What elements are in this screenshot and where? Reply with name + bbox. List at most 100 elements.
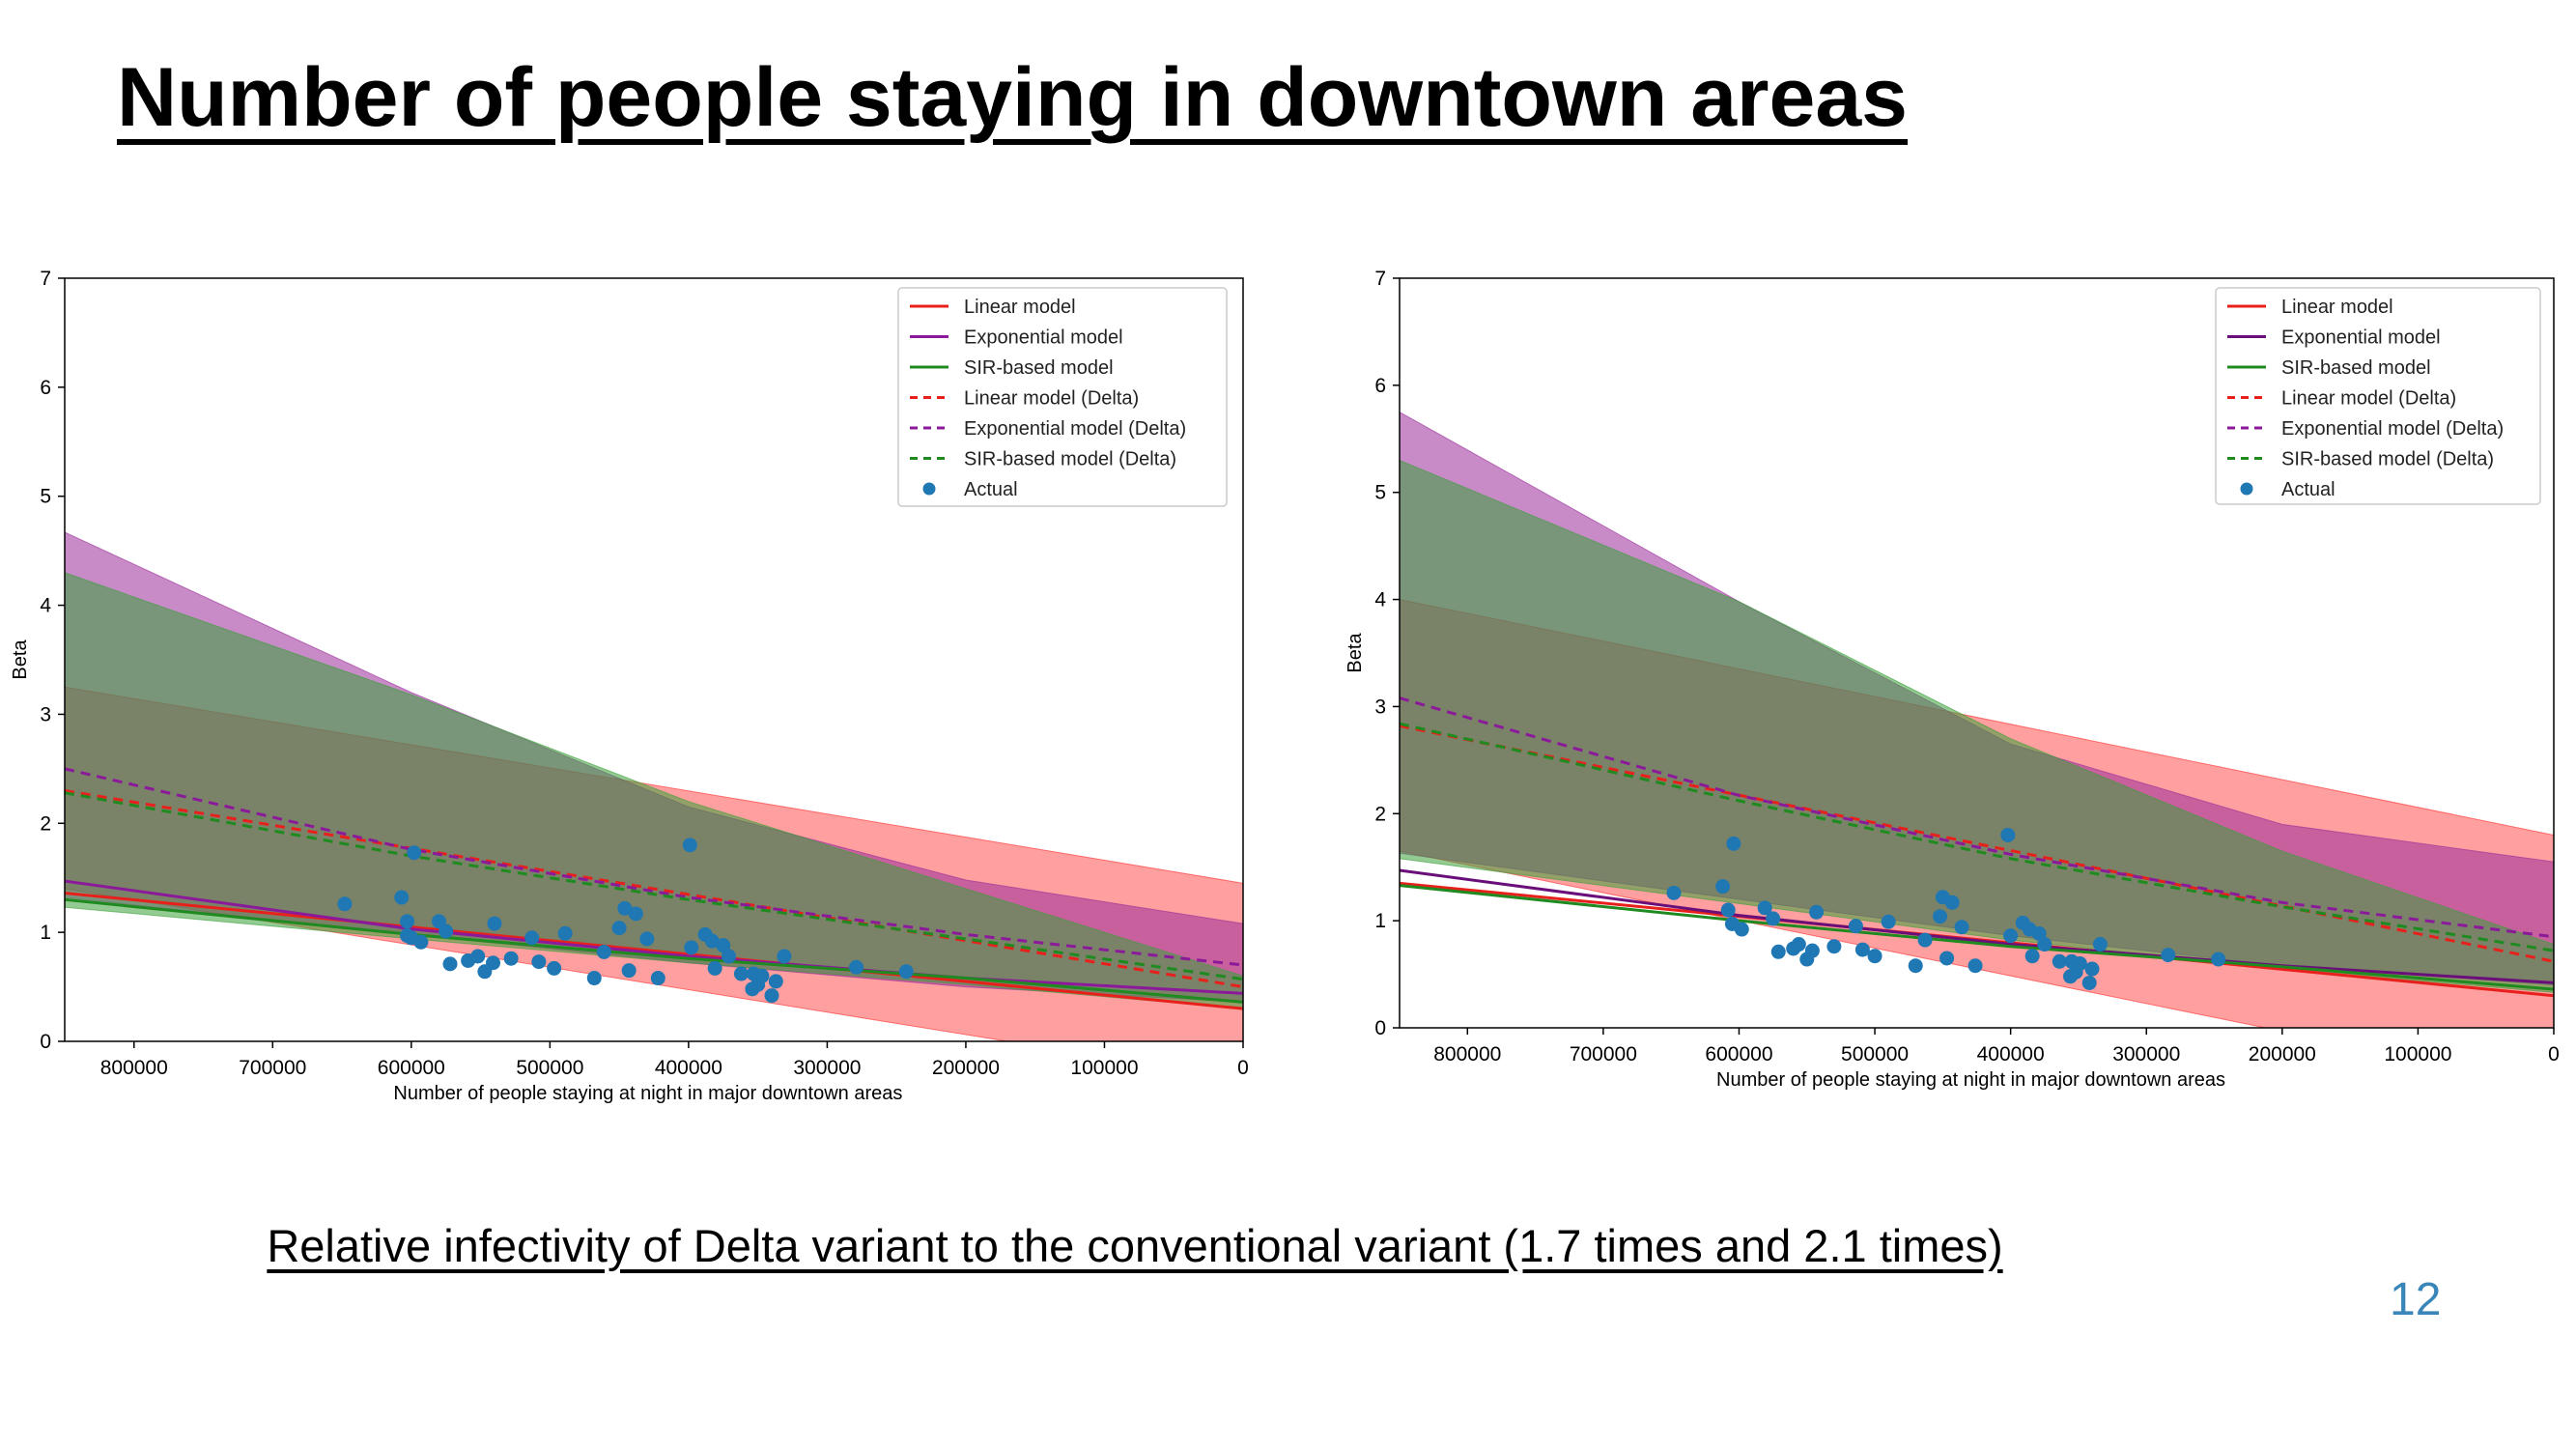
data-point-40	[764, 988, 779, 1004]
legend-label-actual: Actual	[964, 479, 1018, 500]
data-point-21	[1933, 909, 1948, 924]
data-point-43	[849, 959, 864, 975]
data-point-32	[707, 960, 722, 976]
data-point-43	[2211, 952, 2226, 967]
legend-swatch-actual	[2240, 482, 2253, 496]
data-point-22	[611, 921, 627, 936]
plot-frame	[1399, 277, 2555, 1029]
x-axis-label: Number of people staying at night in maj…	[1716, 1069, 2225, 1091]
data-point-41	[768, 974, 783, 989]
data-point-16	[1854, 942, 1870, 957]
data-point-14	[1826, 939, 1842, 954]
x-tick-label-2: 600000	[378, 1057, 445, 1079]
legend-label-0: Linear model	[964, 297, 1076, 318]
legend-label-4: Exponential model (Delta)	[964, 418, 1186, 440]
chart-right: 800000 700000 600000 500000 400000 300000 2000…	[1345, 268, 2560, 1091]
confidence-band-2	[1400, 459, 2554, 993]
data-point-29	[684, 940, 699, 955]
data-point-27	[2000, 827, 2016, 842]
series-line-2	[1400, 884, 2554, 991]
y-tick-label-6: 6	[1374, 375, 1386, 397]
chart-legend: Linear model Exponential model SIR-based m…	[897, 287, 1228, 507]
series-line-0	[65, 892, 1243, 1010]
data-point-20	[586, 971, 602, 986]
data-point-31	[704, 933, 720, 949]
y-tick-label-2: 2	[1374, 803, 1386, 825]
data-point-33	[2037, 937, 2052, 952]
data-point-1	[1715, 879, 1731, 895]
legend-label-5: SIR-based model (Delta)	[2281, 449, 2494, 470]
series-line-5	[1400, 722, 2554, 952]
x-tick-label-3: 500000	[516, 1057, 583, 1079]
data-point-1	[394, 890, 410, 905]
plot-area	[1400, 411, 2554, 1028]
data-point-5	[1734, 922, 1749, 937]
data-point-34	[722, 949, 737, 964]
data-point-44	[898, 964, 914, 980]
data-point-12	[1804, 943, 1820, 958]
legend-label-3: Linear model (Delta)	[2281, 388, 2456, 410]
y-tick-label-1: 1	[1374, 910, 1386, 932]
plot-area	[65, 531, 1243, 1041]
data-point-28	[2003, 928, 2019, 944]
data-point-39	[754, 968, 770, 983]
data-point-15	[503, 951, 519, 966]
series-line-3	[65, 788, 1243, 989]
data-point-15	[1848, 919, 1863, 934]
legend-label-1: Exponential model	[2281, 327, 2441, 349]
data-point-33	[716, 938, 731, 953]
legend-label-1: Exponential model	[964, 327, 1123, 349]
x-tick-label-4: 400000	[655, 1057, 722, 1079]
data-point-8	[1770, 944, 1786, 959]
data-point-41	[2092, 937, 2108, 952]
data-point-42	[777, 949, 792, 964]
data-point-0	[1666, 885, 1682, 900]
data-point-0	[337, 896, 353, 912]
confidence-band-2	[65, 572, 1243, 1009]
x-tick-label-8: 0	[1237, 1057, 1249, 1079]
chart-legend: Linear model Exponential model SIR-based m…	[2215, 287, 2541, 505]
legend-label-actual: Actual	[2281, 479, 2335, 500]
x-tick-label-5: 300000	[793, 1057, 861, 1079]
data-point-13	[486, 955, 501, 971]
legend-label-2: SIR-based model	[964, 357, 1114, 379]
data-point-6	[1757, 900, 1772, 916]
data-point-8	[439, 923, 454, 939]
y-tick-label-4: 4	[40, 595, 51, 617]
data-point-19	[557, 925, 573, 941]
data-point-18	[547, 960, 562, 976]
plot-frame	[64, 277, 1244, 1042]
data-point-26	[639, 931, 655, 947]
data-point-40	[2084, 961, 2100, 977]
legend-label-5: SIR-based model (Delta)	[964, 449, 1176, 470]
data-point-20	[1917, 932, 1933, 948]
x-tick-label-6: 200000	[2249, 1043, 2316, 1065]
data-point-10	[1791, 937, 1806, 952]
x-tick-label-1: 700000	[1570, 1043, 1637, 1065]
x-tick-label-0: 800000	[1433, 1043, 1501, 1065]
series-line-4	[65, 767, 1243, 967]
x-tick-label-7: 100000	[1070, 1057, 1138, 1079]
series-line-4	[1400, 696, 2554, 939]
data-point-4	[407, 845, 422, 861]
y-tick-label-6: 6	[40, 377, 51, 399]
y-axis-label: Beta	[10, 639, 31, 680]
slide-caption: Relative infectivity of Delta variant to…	[267, 1220, 2003, 1271]
x-tick-label-7: 100000	[2384, 1043, 2451, 1065]
legend-label-2: SIR-based model	[2281, 357, 2431, 379]
series-line-5	[65, 791, 1243, 981]
data-point-13	[1809, 904, 1825, 920]
data-point-25	[1954, 920, 1969, 935]
data-point-9	[442, 956, 458, 972]
x-tick-label-5: 300000	[2112, 1043, 2180, 1065]
chart-left: 800000 700000 600000 500000 400000 300000 2000…	[10, 268, 1249, 1104]
data-point-27	[650, 971, 665, 986]
data-point-17	[531, 954, 547, 970]
data-point-31	[2024, 949, 2040, 964]
y-tick-label-3: 3	[40, 703, 51, 725]
series-line-2	[65, 897, 1243, 1004]
data-point-4	[1726, 836, 1741, 851]
y-tick-label-2: 2	[40, 812, 51, 835]
x-tick-label-6: 200000	[932, 1057, 1000, 1079]
page-number: 12	[2390, 1274, 2442, 1325]
